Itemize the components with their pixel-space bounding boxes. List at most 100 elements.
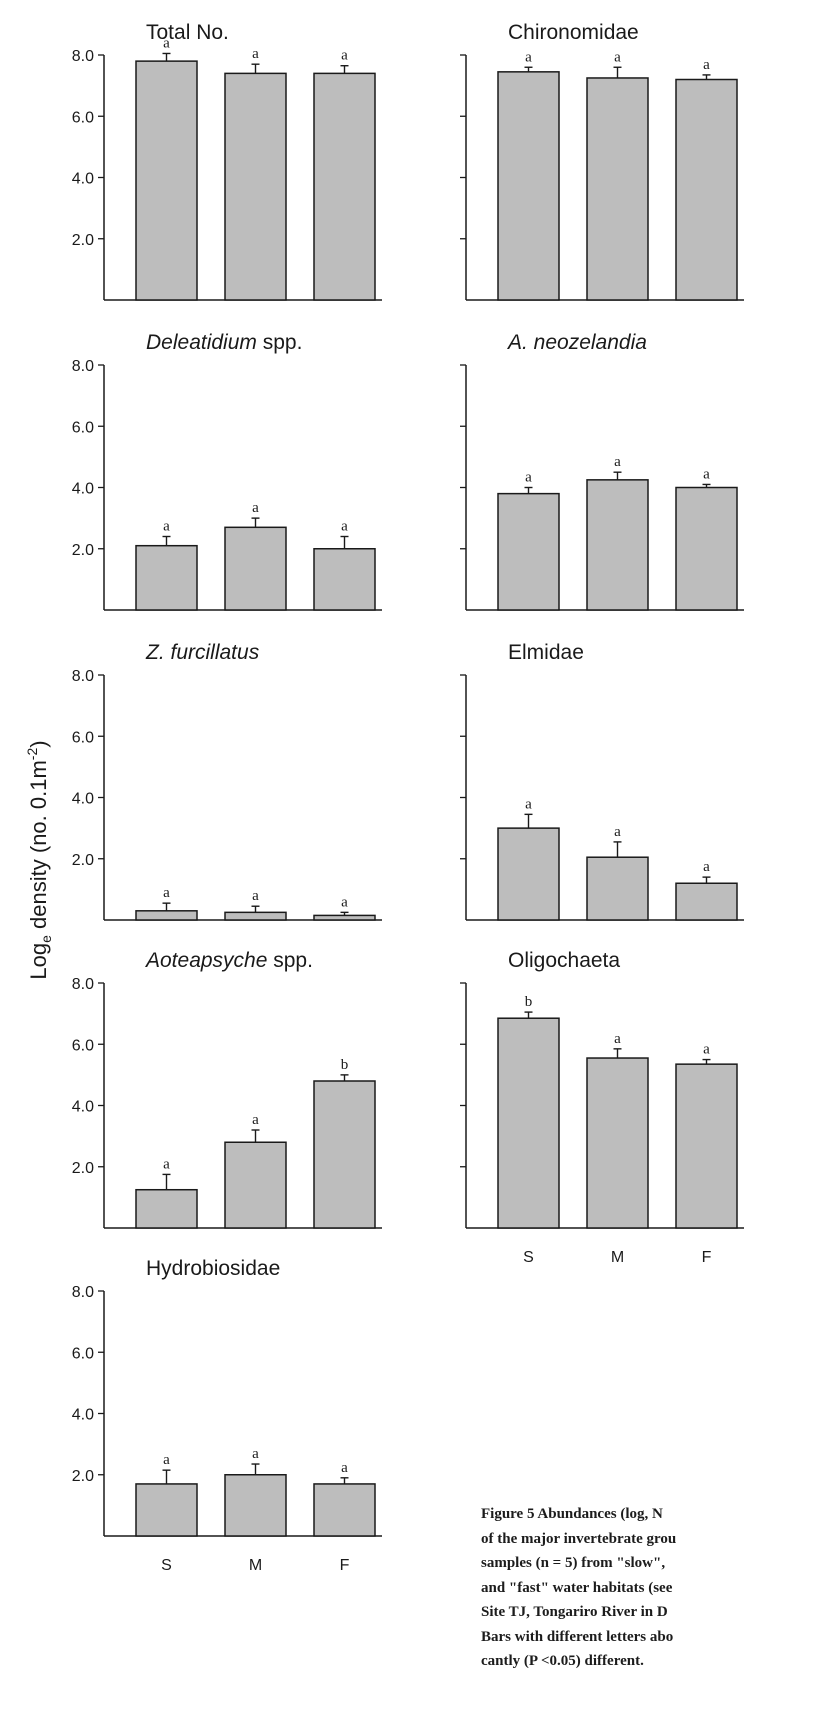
- significance-letter: a: [163, 1452, 170, 1468]
- y-tick-label: 6.0: [72, 1345, 94, 1362]
- bar-m: [224, 526, 287, 611]
- significance-letter: a: [614, 49, 621, 65]
- bar-s: [135, 1483, 198, 1537]
- significance-letter: a: [341, 1460, 348, 1476]
- significance-letter: b: [341, 1057, 349, 1073]
- y-tick-label: 4.0: [72, 1099, 94, 1116]
- significance-letter: a: [163, 1156, 170, 1172]
- significance-letter: a: [703, 57, 710, 73]
- significance-letter: a: [703, 1042, 710, 1058]
- bar-f: [675, 486, 738, 611]
- bar-m: [224, 1141, 287, 1229]
- significance-letter: a: [252, 888, 259, 904]
- caption-line: Figure 5 Abundances (log, N: [481, 1506, 663, 1522]
- y-axis-label-close: ): [26, 740, 51, 747]
- significance-letter: a: [252, 46, 259, 62]
- bar-s: [135, 910, 198, 921]
- figure-caption: Figure 5 Abundances (log, N of the major…: [481, 1502, 815, 1674]
- significance-letter: a: [614, 824, 621, 840]
- y-tick-label: 8.0: [72, 976, 94, 993]
- y-axis-label-density: density (no. 0.1m: [26, 760, 51, 935]
- significance-letter: a: [525, 49, 532, 65]
- x-tick-label: M: [249, 1557, 262, 1574]
- x-tick-label: S: [161, 1557, 172, 1574]
- bar-s: [497, 71, 560, 301]
- panel-deleatidium-spp: 8.0 6.0 4.0 2.0 Deleatidium spp. a a a: [72, 331, 382, 611]
- y-tick-label: 2.0: [72, 232, 94, 249]
- caption-line: cantly (P <0.05) different.: [481, 1653, 644, 1669]
- x-tick-label: S: [523, 1249, 534, 1266]
- bar-m: [586, 479, 649, 611]
- bar-f: [313, 1080, 376, 1229]
- significance-letter: a: [614, 1031, 621, 1047]
- panel-title: Oligochaeta: [508, 949, 620, 972]
- bar-m: [224, 72, 287, 301]
- caption-line: of the major invertebrate grou: [481, 1530, 677, 1547]
- significance-letter: a: [163, 885, 170, 901]
- significance-letter: a: [614, 454, 621, 470]
- y-tick-label: 2.0: [72, 852, 94, 869]
- y-tick-label: 4.0: [72, 171, 94, 188]
- panel-title: Hydrobiosidae: [146, 1257, 280, 1280]
- y-axis-label-log: Log: [26, 943, 51, 980]
- y-axis-label: Loge density (no. 0.1m-2): [24, 740, 54, 979]
- panel-title: Chironomidae: [508, 21, 639, 44]
- y-tick-label: 4.0: [72, 1407, 94, 1424]
- panel-chironomidae: Chironomidae a a a: [460, 21, 744, 301]
- panel-title: Total No.: [146, 21, 229, 44]
- significance-letter: a: [163, 519, 170, 535]
- panel-title: Deleatidium spp.: [146, 331, 302, 354]
- y-tick-label: 6.0: [72, 1037, 94, 1054]
- bar-f: [313, 72, 376, 301]
- bar-s: [497, 827, 560, 921]
- y-tick-label: 4.0: [72, 791, 94, 808]
- significance-letter: a: [703, 466, 710, 482]
- panel-title-part: Deleatidium: [146, 331, 257, 354]
- caption-line: Site TJ, Tongariro River in D: [481, 1604, 668, 1620]
- panel-elmidae: Elmidae a a a: [460, 641, 744, 921]
- x-tick-label: F: [702, 1249, 712, 1266]
- y-tick-label: 4.0: [72, 481, 94, 498]
- y-axis-label-base: e: [38, 935, 54, 943]
- caption-line: Bars with different letters abo: [481, 1628, 674, 1645]
- bar-s: [135, 1188, 198, 1229]
- bar-s: [135, 544, 198, 611]
- bar-s: [497, 1017, 560, 1229]
- bar-f: [313, 914, 376, 921]
- significance-letter: a: [525, 796, 532, 812]
- bar-f: [675, 78, 738, 301]
- panel-z-furcillatus: 8.0 6.0 4.0 2.0 Z. furcillatus a a a: [72, 641, 382, 921]
- y-tick-label: 2.0: [72, 1468, 94, 1485]
- panel-title-part: spp.: [257, 331, 303, 354]
- significance-letter: a: [252, 1112, 259, 1128]
- significance-letter: a: [525, 470, 532, 486]
- panel-title: Z. furcillatus: [145, 641, 260, 664]
- y-tick-label: 6.0: [72, 729, 94, 746]
- bar-f: [313, 548, 376, 611]
- bar-m: [586, 1057, 649, 1229]
- panel-aoteapsyche-spp: 8.0 6.0 4.0 2.0 Aoteapsyche spp. a a b: [72, 949, 382, 1229]
- significance-letter: b: [525, 994, 533, 1010]
- caption-line: and "fast" water habitats (see: [481, 1579, 673, 1596]
- significance-letter: a: [341, 894, 348, 910]
- y-tick-label: 6.0: [72, 419, 94, 436]
- y-tick-label: 8.0: [72, 48, 94, 65]
- bar-f: [313, 1483, 376, 1537]
- y-tick-label: 8.0: [72, 1284, 94, 1301]
- y-tick-label: 8.0: [72, 668, 94, 685]
- bar-m: [224, 911, 287, 921]
- panel-title: Elmidae: [508, 641, 584, 664]
- bar-f: [675, 882, 738, 921]
- bar-s: [497, 492, 560, 611]
- y-tick-label: 6.0: [72, 109, 94, 126]
- panel-title: A. neozelandia: [506, 331, 647, 354]
- x-tick-label: M: [611, 1249, 624, 1266]
- significance-letter: a: [341, 48, 348, 64]
- panel-hydrobiosidae: 8.0 6.0 4.0 2.0 Hydrobiosidae a a a S M F: [72, 1257, 382, 1574]
- panel-a-neozelandia: A. neozelandia a a a: [460, 331, 744, 611]
- significance-letter: a: [252, 1446, 259, 1462]
- bar-f: [675, 1063, 738, 1229]
